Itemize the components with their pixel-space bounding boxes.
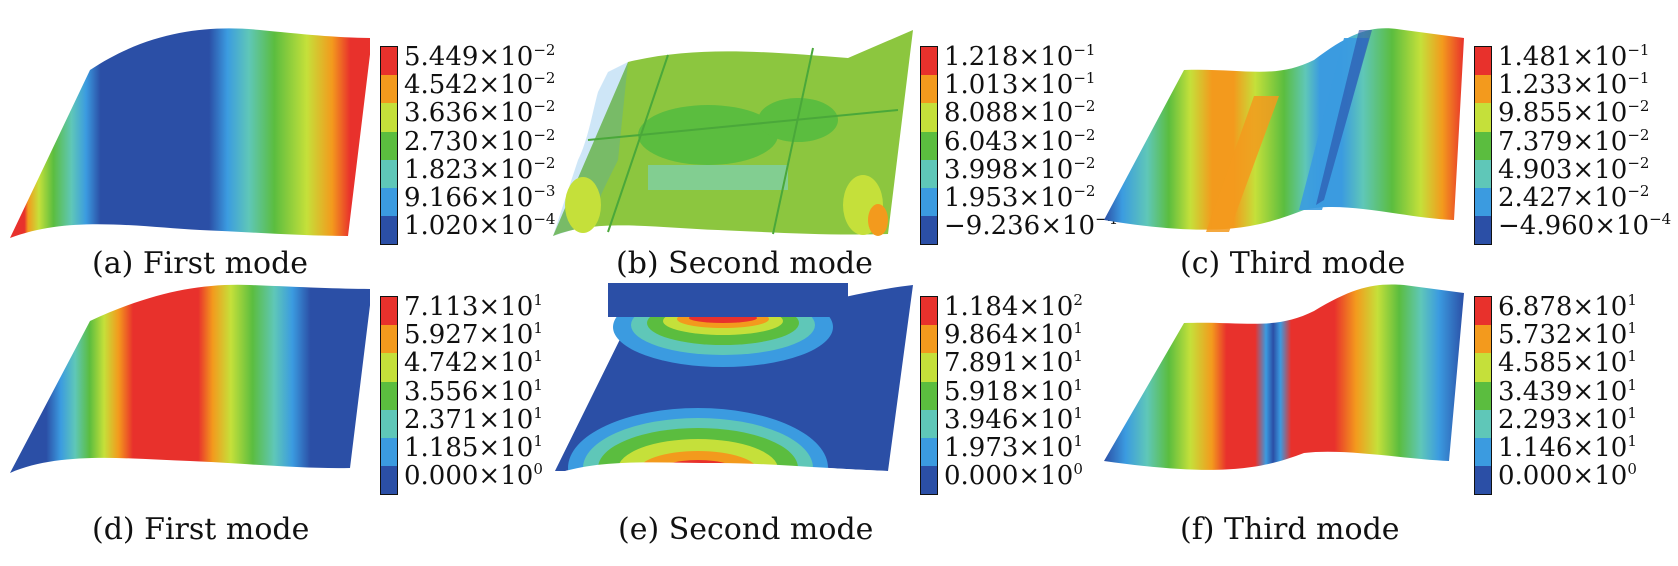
colorbar-tick-label: 1.233×10−1 [1498, 69, 1650, 101]
caption-c: (c) Third mode [1180, 246, 1406, 281]
surface-plot-f [1104, 284, 1464, 470]
panel-b: 1.218×10−1 1.013×10−1 8.088×10−2 6.043×10−2… [548, 0, 1117, 283]
colorbar-tick-label: 1.013×10−1 [944, 69, 1096, 101]
panel-f: 6.878×101 5.732×101 4.585×101 3.439×101 2.29… [1104, 283, 1678, 566]
colorbar-e [920, 296, 938, 496]
colorbar-tick-label: 7.891×101 [944, 347, 1083, 379]
colorbar-tick-label: 1.020×10−4 [404, 210, 556, 242]
colorbar-tick-label: 7.113×101 [404, 291, 543, 322]
colorbar-b [920, 46, 938, 246]
colorbar-tick-label: 6.043×10−2 [944, 125, 1096, 157]
caption-a: (a) First mode [92, 246, 309, 281]
colorbar-tick-label: 2.293×101 [1498, 403, 1637, 435]
panel-a: 5.449×10−2 4.542×10−2 3.636×10−2 2.730×10−2… [0, 0, 560, 283]
colorbar-tick-label: 4.742×101 [404, 347, 543, 379]
caption-d: (d) First mode [92, 512, 310, 547]
colorbar-tick-label: −4.960×10−4 [1498, 210, 1672, 242]
colorbar-tick-label: 3.998×10−2 [944, 153, 1096, 185]
colorbar-tick-label: 1.481×10−1 [1498, 41, 1650, 72]
colorbar-tick-label: 1.185×101 [404, 432, 543, 463]
colorbar-tick-label: 7.379×10−2 [1498, 125, 1650, 157]
surface-plot-b [553, 30, 913, 236]
colorbar-tick-label: −9.236×10−4 [944, 211, 1117, 242]
colorbar-tick-label: 8.088×10−2 [944, 97, 1096, 129]
colorbar-tick-label: 0.000×100 [944, 460, 1083, 492]
colorbar-tick-label: 5.732×101 [1498, 319, 1637, 351]
colorbar-tick-label: 2.730×10−2 [404, 125, 556, 157]
surface-plot-a [10, 28, 370, 238]
colorbar-tick-label: 3.556×101 [404, 375, 543, 407]
colorbar-tick-label: 9.864×101 [944, 319, 1083, 351]
colorbar-tick-label: 4.585×101 [1498, 347, 1637, 379]
colorbar-tick-label: 1.973×101 [944, 432, 1083, 463]
colorbar-tick-label: 6.878×101 [1498, 291, 1637, 322]
colorbar-tick-label: 2.427×10−2 [1498, 182, 1650, 213]
colorbar-tick-label: 3.636×10−2 [404, 97, 556, 129]
panel-c: 1.481×10−1 1.233×10−1 9.855×10−2 7.379×10−2… [1104, 0, 1678, 283]
colorbar-d [380, 296, 398, 496]
colorbar-tick-label: 9.166×10−3 [404, 182, 556, 213]
surface-plot-c [1104, 28, 1464, 232]
colorbar-tick-label: 0.000×100 [1498, 460, 1637, 492]
surface-plot-e [548, 283, 918, 513]
surface-plot-d [10, 284, 370, 473]
colorbar-tick-label: 1.953×10−2 [944, 182, 1096, 213]
colorbar-tick-label: 4.903×10−2 [1498, 153, 1650, 185]
colorbar-tick-label: 3.946×101 [944, 403, 1083, 435]
colorbar-tick-label: 5.449×10−2 [404, 41, 556, 72]
caption-b: (b) Second mode [616, 246, 873, 281]
panel-d: 7.113×101 5.927×101 4.742×101 3.556×101 2.37… [0, 283, 560, 566]
colorbar-tick-label: 9.855×10−2 [1498, 97, 1650, 129]
colorbar-c [1474, 46, 1492, 246]
colorbar-tick-label: 5.918×101 [944, 375, 1083, 407]
colorbar-tick-label: 4.542×10−2 [404, 69, 556, 101]
colorbar-tick-label: 1.184×102 [944, 291, 1083, 322]
colorbar-a [380, 46, 398, 246]
colorbar-tick-label: 5.927×101 [404, 319, 543, 351]
colorbar-tick-label: 1.218×10−1 [944, 41, 1096, 72]
colorbar-tick-label: 3.439×101 [1498, 375, 1637, 407]
colorbar-f [1474, 296, 1492, 496]
colorbar-tick-label: 0.000×100 [404, 460, 543, 492]
colorbar-tick-label: 1.146×101 [1498, 432, 1637, 463]
panel-e: 1.184×102 9.864×101 7.891×101 5.918×101 3.94… [548, 283, 1108, 566]
colorbar-tick-label: 2.371×101 [404, 403, 543, 435]
caption-f: (f) Third mode [1180, 512, 1400, 547]
caption-e: (e) Second mode [618, 512, 874, 547]
colorbar-tick-label: 1.823×10−2 [404, 153, 556, 185]
